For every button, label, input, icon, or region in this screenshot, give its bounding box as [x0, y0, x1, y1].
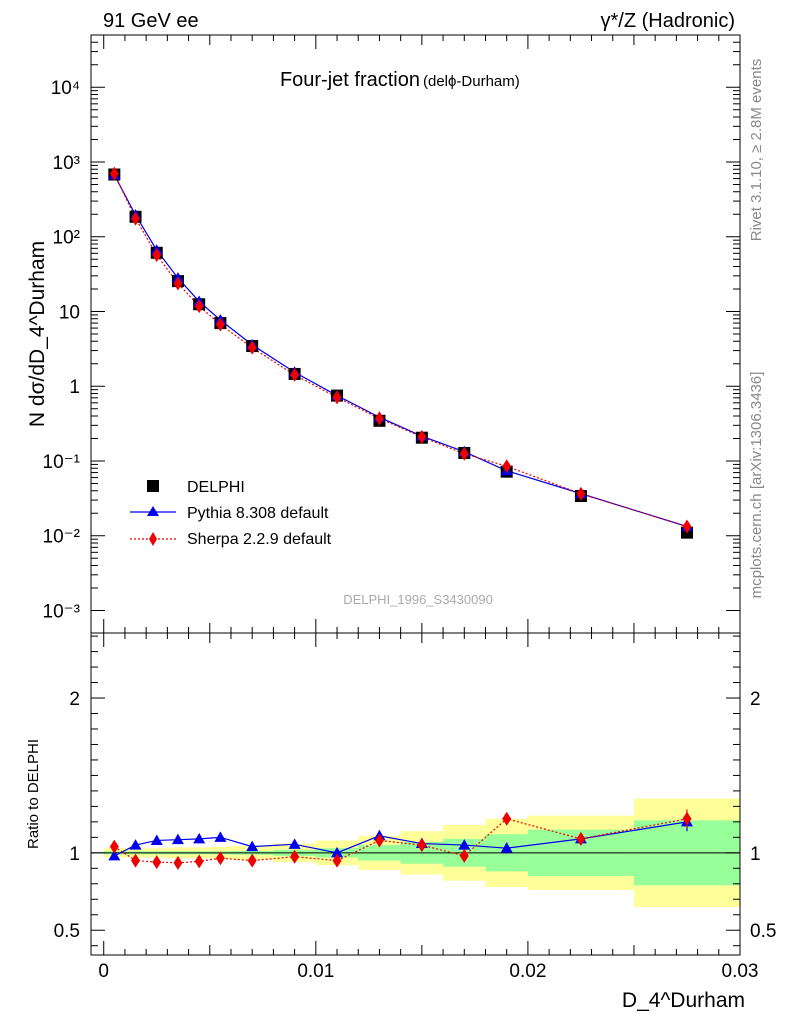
ratio-point-0 — [458, 839, 471, 850]
ratio-point-1 — [173, 855, 183, 870]
main-y-tick-label: 10 — [59, 302, 80, 323]
ratio-y-tick-label-left: 2 — [69, 689, 80, 710]
ratio-uncertainty-bands — [91, 798, 740, 908]
analysis-label: DELPHI_1996_S3430090 — [343, 592, 493, 607]
mcplots-label: mcplots.cern.ch [arXiv:1306.3436] — [748, 372, 765, 599]
main-y-tick-label: 10⁻¹ — [43, 452, 81, 473]
ratio-point-1 — [194, 854, 204, 869]
ratio-point-0 — [108, 849, 121, 861]
ratio-point-0 — [288, 838, 301, 849]
main-title: Four-jet fraction — [280, 69, 420, 91]
data-point-2 — [417, 429, 427, 444]
ratio-y-axis-label: Ratio to DELPHI — [25, 739, 42, 849]
data-point-2 — [459, 446, 469, 461]
x-tick-label: 0 — [98, 961, 109, 982]
ratio-y-tick-label-right: 1 — [750, 844, 761, 865]
data-point-2 — [682, 519, 692, 534]
data-point-2 — [247, 340, 257, 355]
ratio-point-0 — [246, 840, 259, 852]
ratio-plot-frame — [90, 632, 741, 956]
ratio-point-1 — [152, 855, 162, 870]
legend-marker-sherpa — [149, 532, 157, 546]
ratio-point-1 — [215, 851, 225, 866]
ratio-y-tick-label-right: 2 — [750, 689, 761, 710]
ratio-point-1 — [131, 853, 141, 868]
data-point-2 — [131, 211, 141, 226]
ratio-point-0 — [171, 833, 184, 845]
ratio-point-1 — [109, 839, 119, 854]
legend-marker-pythia — [147, 506, 159, 516]
main-y-tick-label: 1 — [69, 377, 80, 398]
ratio-y-tick-label-left: 1 — [69, 844, 80, 865]
legend: DELPHI Pythia 8.308 default Sherpa 2.2.9… — [130, 479, 332, 548]
ratio-point-0 — [331, 846, 344, 858]
ratio-point-0 — [150, 834, 163, 845]
main-plot-data — [108, 166, 693, 539]
ratio-y-tick-label-left: 0.5 — [54, 921, 80, 942]
x-tick-label: 0.02 — [509, 961, 546, 982]
data-point-2 — [194, 299, 204, 314]
tick-labels: 10⁴ 10³ 10² 10 1 10⁻¹ 10⁻² 10⁻³ 0 0.01 0.02 0.03 2 2 1… — [43, 78, 777, 982]
main-y-tick-label: 10² — [53, 228, 80, 249]
ratio-plot-data — [108, 809, 693, 870]
axis-ticks — [91, 34, 741, 955]
main-y-tick-label: 10⁴ — [51, 78, 80, 99]
ratio-point-0 — [214, 831, 227, 842]
ratio-point-1 — [290, 849, 300, 864]
main-y-tick-label: 10³ — [53, 153, 80, 174]
ratio-point-0 — [129, 839, 142, 850]
legend-marker-delphi — [147, 480, 159, 492]
data-point-2 — [173, 276, 183, 291]
ratio-point-1 — [459, 848, 469, 863]
legend-label-pythia: Pythia 8.308 default — [187, 505, 329, 522]
data-point-2 — [502, 459, 512, 474]
x-axis-label: D_4^Durham — [622, 989, 745, 1012]
header-left: 91 GeV ee — [103, 10, 199, 32]
main-y-axis-label: N dσ/dD_4^Durham — [26, 241, 49, 427]
ratio-point-0 — [193, 832, 206, 844]
legend-label-delphi: DELPHI — [187, 479, 245, 496]
data-point-2 — [374, 411, 384, 426]
ratio-point-1 — [682, 811, 692, 826]
x-tick-label: 0.01 — [297, 961, 334, 982]
rivet-version-label: Rivet 3.1.10, ≥ 2.8M events — [748, 59, 765, 242]
main-y-tick-label: 10⁻³ — [43, 601, 81, 622]
header-right: γ*/Z (Hadronic) — [601, 10, 735, 32]
ratio-y-tick-label-right: 0.5 — [750, 921, 776, 942]
ratio-point-0 — [500, 842, 513, 853]
ratio-point-1 — [247, 853, 257, 868]
data-point-2 — [109, 166, 119, 181]
ratio-point-1 — [502, 811, 512, 826]
ratio-point-1 — [576, 831, 586, 846]
data-point-2 — [576, 486, 586, 501]
ratio-point-1 — [374, 833, 384, 848]
legend-label-sherpa: Sherpa 2.2.9 default — [187, 531, 332, 548]
ratio-point-1 — [417, 838, 427, 853]
ratio-point-1 — [332, 853, 342, 868]
main-title-suffix: (delϕ-Durham) — [423, 73, 520, 90]
x-tick-label: 0.03 — [722, 961, 759, 982]
main-y-tick-label: 10⁻² — [43, 527, 81, 548]
data-point-2 — [332, 390, 342, 405]
data-point-2 — [290, 367, 300, 382]
data-point-2 — [215, 317, 225, 332]
data-point-2 — [152, 247, 162, 262]
